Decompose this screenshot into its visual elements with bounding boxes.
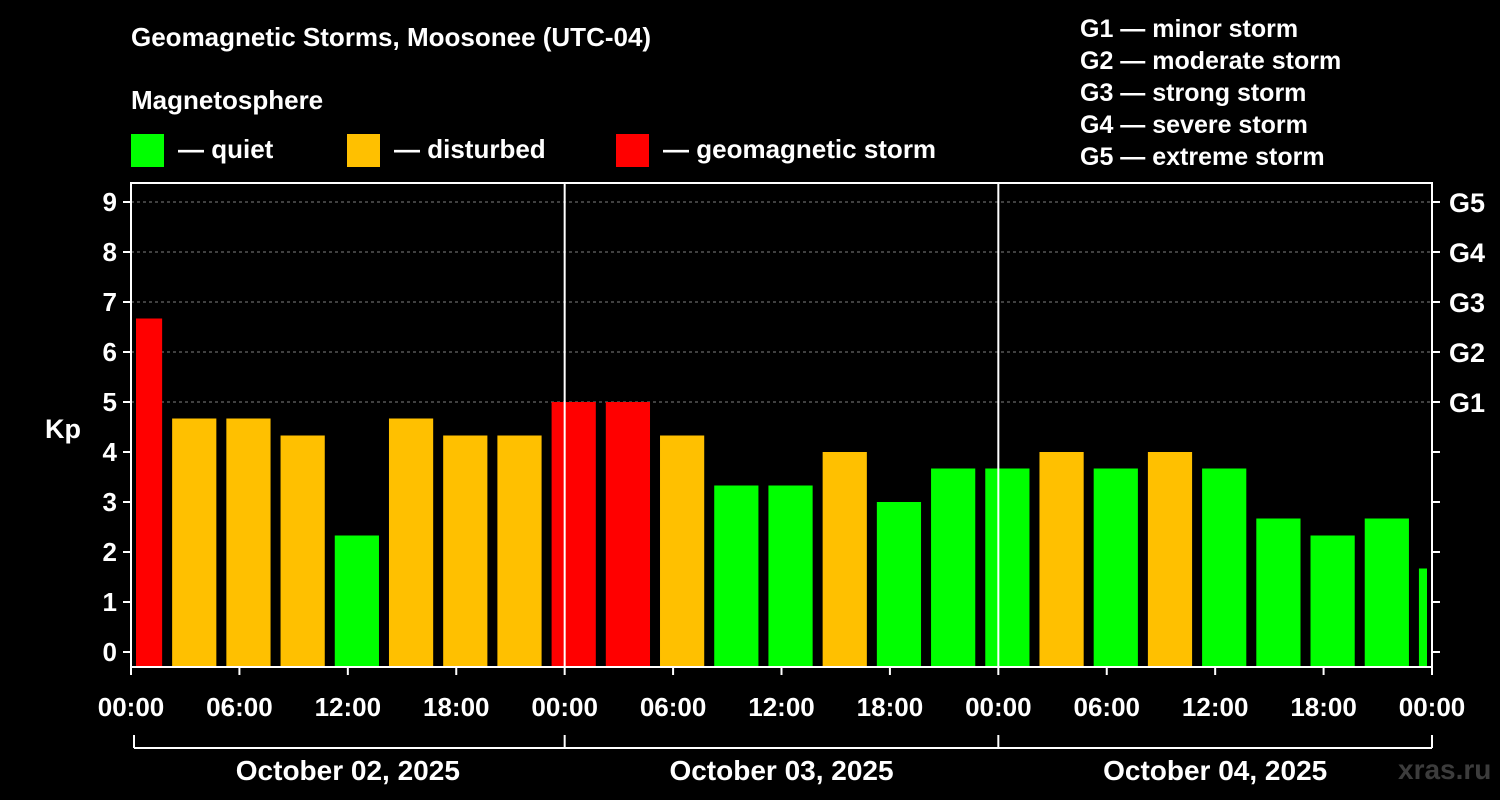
- kp-bar: [1147, 452, 1193, 667]
- x-tick-label: 00:00: [531, 692, 598, 722]
- storm-scale-g1: G1 — minor storm: [1080, 15, 1299, 43]
- magnetosphere-heading: Magnetosphere: [131, 85, 324, 115]
- y-tick-label: 6: [103, 337, 117, 367]
- x-tick-label: 00:00: [98, 692, 165, 722]
- kp-bar: [1202, 468, 1247, 667]
- kp-bar: [660, 435, 705, 667]
- kp-bar: [876, 502, 922, 667]
- x-tick-label: 06:00: [1074, 692, 1141, 722]
- kp-bar: [172, 418, 217, 667]
- y-tick-label: 0: [103, 637, 117, 667]
- day-label: October 02, 2025: [236, 755, 460, 786]
- kp-bar: [497, 435, 542, 667]
- legend-label-disturbed: — disturbed: [394, 134, 546, 164]
- kp-bar: [1310, 535, 1355, 667]
- kp-bar: [334, 535, 379, 667]
- day-label: October 03, 2025: [669, 755, 893, 786]
- x-tick-label: 00:00: [1399, 692, 1466, 722]
- kp-bar: [714, 485, 759, 667]
- x-tick-label: 18:00: [423, 692, 490, 722]
- y-tick-label: 1: [103, 587, 117, 617]
- kp-bar: [1364, 518, 1409, 667]
- kp-bar: [985, 468, 1030, 667]
- legend-swatch-quiet: [131, 134, 164, 167]
- legend-label-storm: — geomagnetic storm: [663, 134, 937, 164]
- y-axis-label: Kp: [45, 414, 81, 444]
- kp-bar: [551, 402, 596, 667]
- legend-swatch-storm: [616, 134, 649, 167]
- y-tick-label: 4: [103, 437, 118, 467]
- g-level-label: G4: [1449, 238, 1485, 268]
- x-tick-label: 12:00: [748, 692, 815, 722]
- y-tick-label: 5: [103, 387, 117, 417]
- storm-scale-g3: G3 — strong storm: [1080, 79, 1307, 107]
- x-tick-label: 12:00: [315, 692, 382, 722]
- x-tick-label: 12:00: [1182, 692, 1249, 722]
- x-tick-label: 06:00: [640, 692, 707, 722]
- kp-bar: [931, 468, 976, 667]
- kp-bar: [768, 485, 813, 667]
- y-tick-label: 3: [103, 487, 117, 517]
- g-level-label: G2: [1449, 338, 1485, 368]
- storm-scale-legend: G1 — minor storm G2 — moderate storm G3 …: [1080, 13, 1341, 173]
- y-tick-label: 2: [103, 537, 117, 567]
- chart-title: Geomagnetic Storms, Moosonee (UTC-04): [131, 22, 652, 52]
- kp-bar: [1093, 468, 1138, 667]
- g-level-label: G5: [1449, 188, 1485, 218]
- x-tick-label: 18:00: [1290, 692, 1357, 722]
- kp-bar: [443, 435, 488, 667]
- g-level-label: G1: [1449, 388, 1485, 418]
- y-tick-label: 7: [103, 287, 117, 317]
- watermark: xras.ru: [1398, 754, 1492, 785]
- y-tick-label: 9: [103, 187, 117, 217]
- kp-bar: [136, 318, 163, 667]
- x-tick-label: 00:00: [965, 692, 1032, 722]
- kp-bar: [822, 452, 867, 667]
- storm-scale-g5: G5 — extreme storm: [1080, 143, 1325, 171]
- day-label: October 04, 2025: [1103, 755, 1327, 786]
- x-tick-label: 06:00: [206, 692, 273, 722]
- y-tick-label: 8: [103, 237, 117, 267]
- g-level-label: G3: [1449, 288, 1485, 318]
- kp-bar: [280, 435, 325, 667]
- kp-bar: [1418, 568, 1427, 667]
- kp-bar: [605, 402, 651, 667]
- kp-bar: [1256, 518, 1301, 667]
- storm-scale-g2: G2 — moderate storm: [1080, 47, 1342, 75]
- storm-scale-g4: G4 — severe storm: [1080, 111, 1308, 139]
- x-tick-label: 18:00: [857, 692, 924, 722]
- kp-bar: [226, 418, 271, 667]
- legend-swatch-disturbed: [347, 134, 380, 167]
- legend-label-quiet: — quiet: [178, 134, 274, 164]
- kp-bar: [388, 418, 434, 667]
- kp-bar: [1039, 452, 1084, 667]
